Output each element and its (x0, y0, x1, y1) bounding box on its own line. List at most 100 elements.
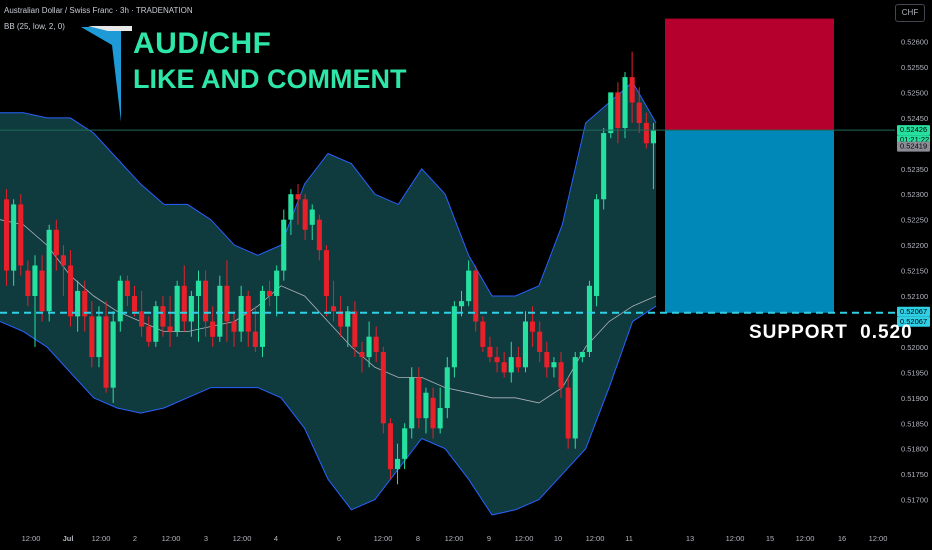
countdown-tag: 01:21:22 (900, 135, 929, 144)
price-tick-label: 0.52350 (901, 165, 928, 174)
candle-body (466, 270, 472, 302)
candle-body (451, 306, 457, 368)
time-tick-label: 12:00 (869, 534, 888, 543)
candle-body (373, 336, 379, 352)
candle-body (544, 352, 550, 368)
time-tick-label: 12:00 (726, 534, 745, 543)
candle-body (586, 285, 592, 352)
price-tick-label: 0.51900 (901, 394, 928, 403)
candle-body (117, 280, 123, 322)
time-tick-label: 3 (204, 534, 208, 543)
candles (4, 51, 656, 485)
time-tick-label: 12:00 (515, 534, 534, 543)
price-tick-label: 0.52000 (901, 343, 928, 352)
time-tick-label: 12:00 (374, 534, 393, 543)
candle-body (195, 280, 201, 296)
candle-body (132, 296, 138, 312)
candle-body (395, 458, 401, 470)
candle-body (551, 362, 557, 368)
candle-body (359, 352, 365, 358)
previous-close-tag-bg (897, 141, 930, 152)
time-tick-label: 2 (133, 534, 137, 543)
price-tick-label: 0.51700 (901, 496, 928, 505)
candle-body (89, 316, 95, 358)
price-axis[interactable]: 0.526000.525500.525000.524500.524000.523… (897, 38, 930, 505)
candle-body (594, 199, 600, 296)
candle-body (124, 280, 130, 296)
candle-body (32, 265, 38, 296)
candle-body (259, 290, 265, 347)
candle-body (25, 270, 31, 296)
previous-close-tag: 0.52419 (900, 142, 927, 151)
currency-button[interactable]: CHF (895, 4, 925, 22)
candle-body (423, 392, 429, 419)
price-tick-label: 0.51750 (901, 470, 928, 479)
time-tick-label: Jul (63, 534, 74, 543)
time-tick-label: 12:00 (796, 534, 815, 543)
band-basis-line (0, 219, 657, 404)
candle-body (643, 122, 649, 144)
symbol-info[interactable]: Australian Dollar / Swiss Franc · 3h · T… (4, 6, 193, 15)
candle-body (4, 199, 10, 271)
indicator-info[interactable]: BB (25, low, 2, 0) (4, 22, 65, 31)
candle-body (60, 255, 66, 266)
band-lower-line (0, 305, 657, 516)
time-axis[interactable]: 12:00 Jul 12:00 2 12:00 3 12:00 4 6 12:00 8 12:00 9 1… (22, 534, 888, 543)
candle-body (146, 326, 152, 342)
support-price-tag-2: 0.52067 (900, 317, 927, 326)
candle-body (203, 280, 209, 322)
candle-body (579, 352, 585, 358)
candle-body (487, 346, 493, 358)
last-price-tag-bg (897, 125, 930, 136)
time-tick-label: 12:00 (22, 534, 41, 543)
support-price-tag-2-bg (897, 316, 930, 327)
candle-body (608, 92, 614, 134)
price-lines (0, 129, 895, 314)
candle-body (309, 209, 315, 225)
candle-body (338, 311, 344, 327)
band-upper-line (0, 81, 657, 297)
candle-body (18, 204, 24, 266)
candle-body (231, 321, 237, 332)
candle-body (139, 311, 145, 327)
candle-body (636, 102, 642, 123)
candle-body (46, 229, 52, 312)
candle-body (409, 377, 415, 429)
candle-body (473, 270, 479, 322)
time-tick-label: 12:00 (233, 534, 252, 543)
price-tick-label: 0.52300 (901, 190, 928, 199)
time-tick-label: 12:00 (162, 534, 181, 543)
price-tick-label: 0.52600 (901, 38, 928, 47)
candle-body (380, 352, 386, 424)
candle-body (167, 326, 173, 332)
candle-body (494, 357, 500, 363)
candle-body (238, 296, 244, 332)
position-zones[interactable] (665, 18, 834, 313)
candle-body (480, 321, 486, 347)
support-price-tag: 0.52067 (900, 307, 927, 316)
candle-body (416, 377, 422, 419)
cta-text: LIKE AND COMMENT (133, 64, 407, 94)
time-tick-label: 6 (337, 534, 341, 543)
price-tick-label: 0.52200 (901, 241, 928, 250)
candle-body (345, 311, 351, 327)
pair-title: AUD/CHF (133, 27, 272, 60)
candle-body (537, 331, 543, 352)
time-tick-label: 12:00 (445, 534, 464, 543)
candle-body (267, 290, 273, 296)
candle-body (96, 316, 102, 358)
price-tick-label: 0.52250 (901, 216, 928, 225)
candle-body (459, 301, 465, 307)
time-tick-label: 10 (554, 534, 562, 543)
take-profit-zone (665, 130, 834, 313)
candle-body (352, 311, 358, 347)
logo-shape (81, 27, 121, 122)
candle-body (316, 219, 322, 251)
candle-body (75, 290, 81, 317)
candle-body (288, 194, 294, 220)
candle-body (217, 285, 223, 337)
candle-body (302, 199, 308, 230)
time-tick-label: 4 (274, 534, 278, 543)
candle-body (274, 270, 280, 296)
